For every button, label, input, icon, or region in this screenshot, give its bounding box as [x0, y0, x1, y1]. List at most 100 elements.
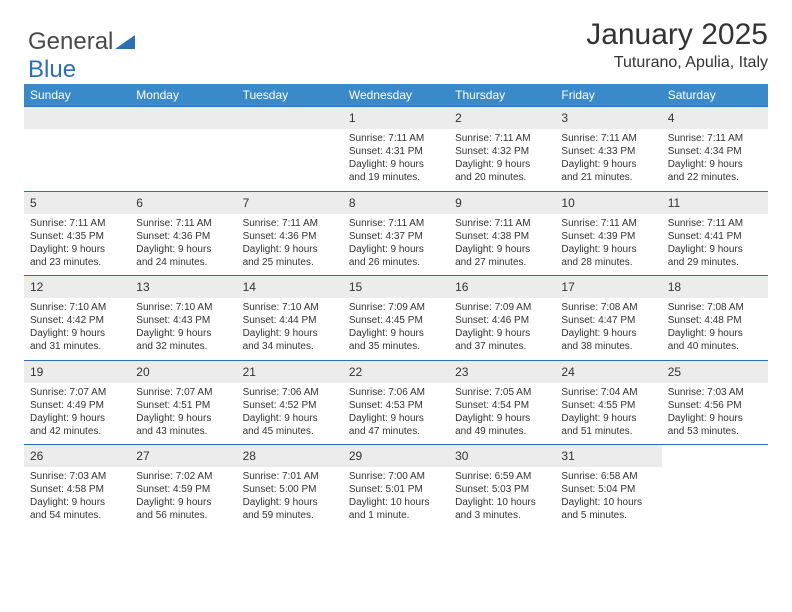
daynum-row: 12131415161718: [24, 276, 768, 299]
day-ss: Sunset: 5:03 PM: [455, 483, 549, 496]
day-ss: Sunset: 4:58 PM: [30, 483, 124, 496]
day-ss: Sunset: 4:59 PM: [136, 483, 230, 496]
day-d1: Daylight: 9 hours: [30, 327, 124, 340]
day-ss: Sunset: 4:35 PM: [30, 230, 124, 243]
data-row: Sunrise: 7:07 AMSunset: 4:49 PMDaylight:…: [24, 383, 768, 445]
weekday-header: Saturday: [662, 84, 768, 107]
day-d2: and 42 minutes.: [30, 425, 124, 438]
day-data-cell: Sunrise: 7:01 AMSunset: 5:00 PMDaylight:…: [237, 467, 343, 529]
day-number-cell: 14: [237, 276, 343, 299]
day-sr: Sunrise: 7:01 AM: [243, 470, 337, 483]
day-d2: and 43 minutes.: [136, 425, 230, 438]
day-sr: Sunrise: 7:07 AM: [136, 386, 230, 399]
day-sr: Sunrise: 7:11 AM: [455, 217, 549, 230]
day-ss: Sunset: 4:55 PM: [561, 399, 655, 412]
day-sr: Sunrise: 7:11 AM: [561, 132, 655, 145]
day-data-cell: Sunrise: 7:09 AMSunset: 4:46 PMDaylight:…: [449, 298, 555, 360]
day-number-cell: 16: [449, 276, 555, 299]
day-number-cell: [237, 107, 343, 130]
day-ss: Sunset: 4:34 PM: [668, 145, 762, 158]
day-number-cell: 11: [662, 191, 768, 214]
day-number-cell: 25: [662, 360, 768, 383]
day-data-cell: Sunrise: 7:08 AMSunset: 4:47 PMDaylight:…: [555, 298, 661, 360]
day-d2: and 25 minutes.: [243, 256, 337, 269]
day-d1: Daylight: 9 hours: [349, 327, 443, 340]
day-sr: Sunrise: 7:05 AM: [455, 386, 549, 399]
day-number-cell: 21: [237, 360, 343, 383]
day-ss: Sunset: 4:42 PM: [30, 314, 124, 327]
day-sr: Sunrise: 7:00 AM: [349, 470, 443, 483]
day-ss: Sunset: 4:54 PM: [455, 399, 549, 412]
day-ss: Sunset: 4:45 PM: [349, 314, 443, 327]
day-d1: Daylight: 9 hours: [561, 158, 655, 171]
day-number-cell: 23: [449, 360, 555, 383]
day-d2: and 23 minutes.: [30, 256, 124, 269]
day-data-cell: Sunrise: 7:10 AMSunset: 4:43 PMDaylight:…: [130, 298, 236, 360]
day-ss: Sunset: 4:51 PM: [136, 399, 230, 412]
day-number-cell: 2: [449, 107, 555, 130]
day-d1: Daylight: 9 hours: [243, 327, 337, 340]
day-data-cell: Sunrise: 7:11 AMSunset: 4:39 PMDaylight:…: [555, 214, 661, 276]
day-data-cell: Sunrise: 7:11 AMSunset: 4:36 PMDaylight:…: [237, 214, 343, 276]
day-d2: and 20 minutes.: [455, 171, 549, 184]
day-d2: and 37 minutes.: [455, 340, 549, 353]
weekday-header: Thursday: [449, 84, 555, 107]
day-ss: Sunset: 5:04 PM: [561, 483, 655, 496]
day-d2: and 38 minutes.: [561, 340, 655, 353]
weekday-header: Monday: [130, 84, 236, 107]
day-number-cell: 29: [343, 445, 449, 468]
weekday-header-row: Sunday Monday Tuesday Wednesday Thursday…: [24, 84, 768, 107]
day-data-cell: Sunrise: 6:58 AMSunset: 5:04 PMDaylight:…: [555, 467, 661, 529]
day-d1: Daylight: 10 hours: [349, 496, 443, 509]
day-data-cell: Sunrise: 7:11 AMSunset: 4:32 PMDaylight:…: [449, 129, 555, 191]
day-data-cell: Sunrise: 7:11 AMSunset: 4:36 PMDaylight:…: [130, 214, 236, 276]
day-data-cell: Sunrise: 7:00 AMSunset: 5:01 PMDaylight:…: [343, 467, 449, 529]
day-number-cell: 24: [555, 360, 661, 383]
day-sr: Sunrise: 6:59 AM: [455, 470, 549, 483]
day-number-cell: 3: [555, 107, 661, 130]
day-ss: Sunset: 4:32 PM: [455, 145, 549, 158]
page-header: January 2025 Tuturano, Apulia, Italy: [24, 18, 768, 72]
day-sr: Sunrise: 7:09 AM: [455, 301, 549, 314]
day-d1: Daylight: 10 hours: [561, 496, 655, 509]
day-d1: Daylight: 9 hours: [243, 243, 337, 256]
day-number-cell: 5: [24, 191, 130, 214]
day-data-cell: Sunrise: 7:06 AMSunset: 4:53 PMDaylight:…: [343, 383, 449, 445]
day-data-cell: Sunrise: 7:03 AMSunset: 4:56 PMDaylight:…: [662, 383, 768, 445]
weekday-header: Friday: [555, 84, 661, 107]
day-sr: Sunrise: 7:11 AM: [561, 217, 655, 230]
day-ss: Sunset: 4:44 PM: [243, 314, 337, 327]
day-d1: Daylight: 9 hours: [668, 327, 762, 340]
day-d2: and 26 minutes.: [349, 256, 443, 269]
day-d1: Daylight: 9 hours: [136, 496, 230, 509]
day-data-cell: Sunrise: 7:10 AMSunset: 4:42 PMDaylight:…: [24, 298, 130, 360]
day-sr: Sunrise: 7:08 AM: [561, 301, 655, 314]
day-d2: and 3 minutes.: [455, 509, 549, 522]
day-d2: and 22 minutes.: [668, 171, 762, 184]
day-data-cell: Sunrise: 7:11 AMSunset: 4:41 PMDaylight:…: [662, 214, 768, 276]
day-ss: Sunset: 4:48 PM: [668, 314, 762, 327]
day-d1: Daylight: 9 hours: [668, 412, 762, 425]
logo: General Blue: [28, 28, 135, 84]
day-d1: Daylight: 9 hours: [30, 496, 124, 509]
day-d1: Daylight: 9 hours: [561, 412, 655, 425]
day-d2: and 19 minutes.: [349, 171, 443, 184]
day-data-cell: Sunrise: 7:05 AMSunset: 4:54 PMDaylight:…: [449, 383, 555, 445]
day-number-cell: 15: [343, 276, 449, 299]
day-ss: Sunset: 4:47 PM: [561, 314, 655, 327]
day-d2: and 54 minutes.: [30, 509, 124, 522]
day-data-cell: Sunrise: 7:07 AMSunset: 4:51 PMDaylight:…: [130, 383, 236, 445]
day-number-cell: 4: [662, 107, 768, 130]
day-number-cell: 13: [130, 276, 236, 299]
day-d2: and 56 minutes.: [136, 509, 230, 522]
data-row: Sunrise: 7:10 AMSunset: 4:42 PMDaylight:…: [24, 298, 768, 360]
day-sr: Sunrise: 6:58 AM: [561, 470, 655, 483]
day-data-cell: Sunrise: 7:07 AMSunset: 4:49 PMDaylight:…: [24, 383, 130, 445]
day-sr: Sunrise: 7:03 AM: [30, 470, 124, 483]
day-data-cell: [662, 467, 768, 529]
day-sr: Sunrise: 7:10 AM: [136, 301, 230, 314]
logo-triangle-icon: [115, 35, 135, 51]
day-number-cell: 17: [555, 276, 661, 299]
day-d2: and 31 minutes.: [30, 340, 124, 353]
day-data-cell: [237, 129, 343, 191]
